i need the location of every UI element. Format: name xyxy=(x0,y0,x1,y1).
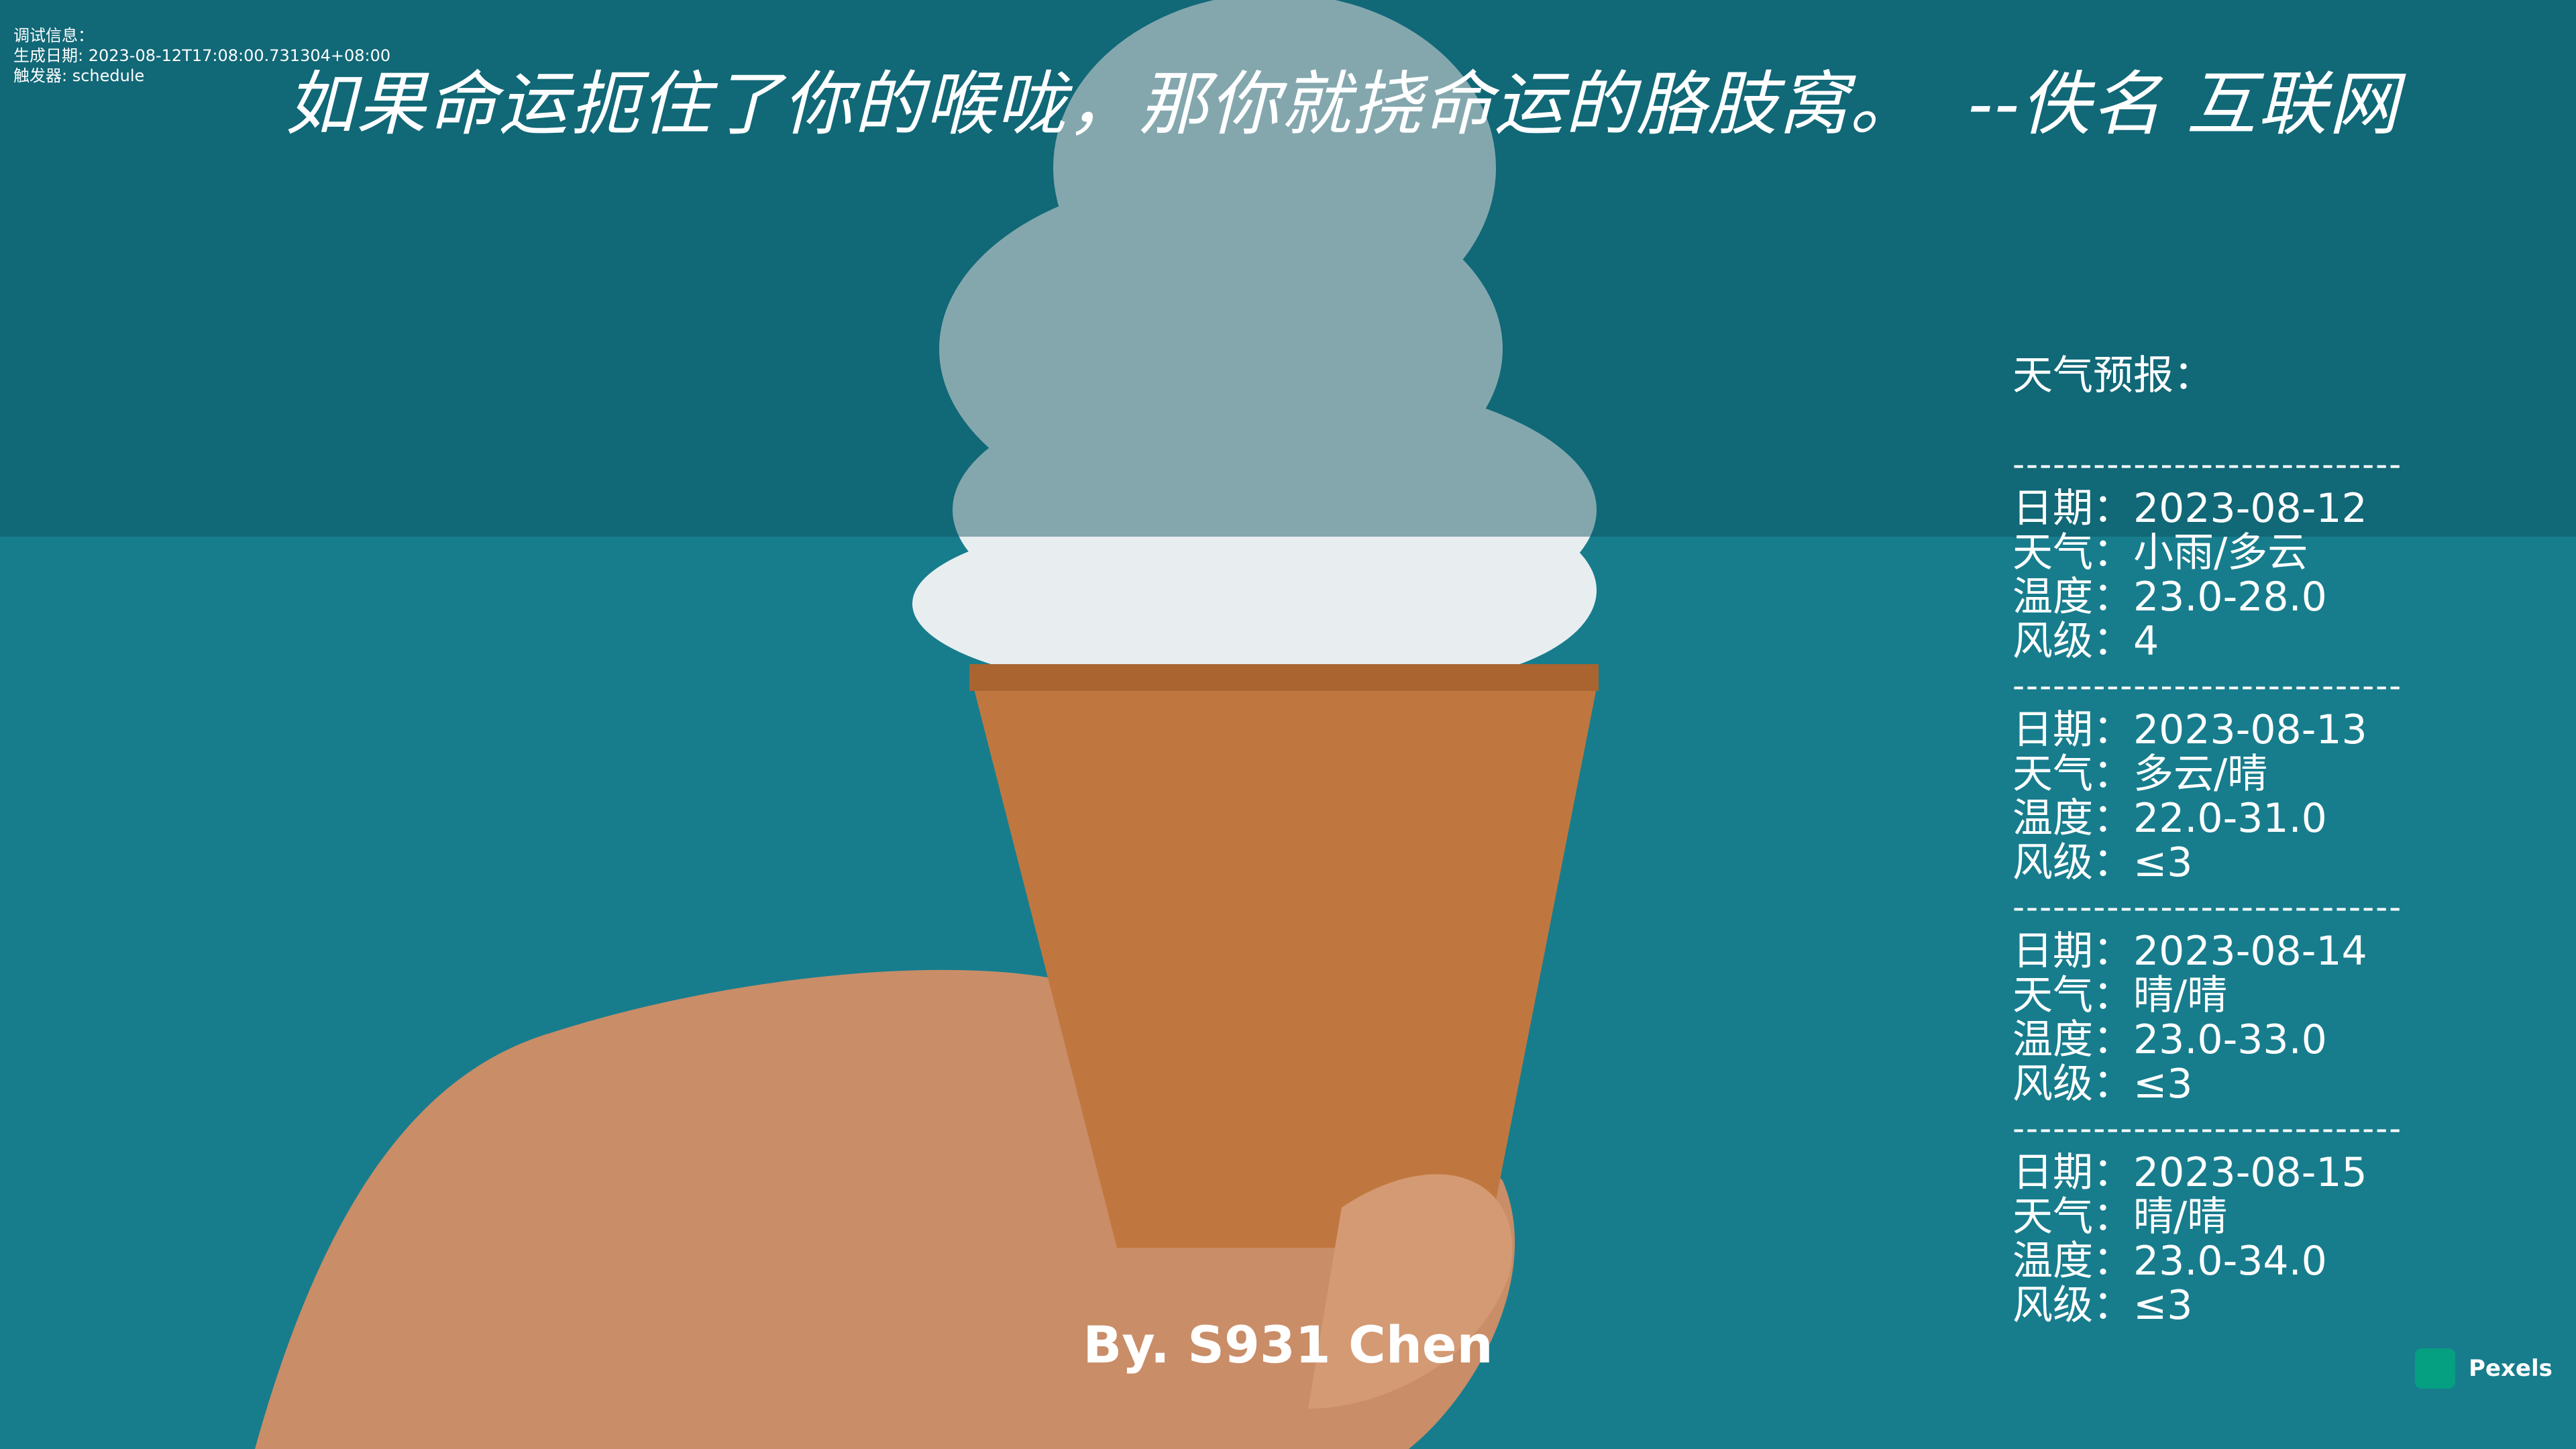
weather-line: 日期：2023-08-15 xyxy=(2012,1149,2367,1196)
weather-forecast: 天气预报： ----------------------------- 日期：20… xyxy=(2012,265,2402,1328)
cone xyxy=(969,671,1599,1248)
thumb xyxy=(1308,1174,1513,1409)
weather-line: 风级：≤3 xyxy=(2012,839,2193,886)
weather-title: 天气预报： xyxy=(2012,352,2214,399)
weather-line: 日期：2023-08-14 xyxy=(2012,928,2367,975)
weather-line: 风级：≤3 xyxy=(2012,1282,2193,1329)
weather-line: 天气：小雨/多云 xyxy=(2012,529,2308,576)
weather-line: 日期：2023-08-13 xyxy=(2012,706,2367,753)
weather-line: 温度：22.0-31.0 xyxy=(2012,795,2327,842)
hand xyxy=(255,969,1515,1449)
top-band xyxy=(0,0,2576,537)
credit: By. S931 Chen xyxy=(1083,1315,1493,1375)
separator: ----------------------------- xyxy=(2012,445,2403,484)
weather-line: 风级：≤3 xyxy=(2012,1061,2193,1108)
weather-line: 温度：23.0-33.0 xyxy=(2012,1016,2327,1063)
separator: ----------------------------- xyxy=(2012,666,2403,705)
watermark[interactable]: Pexels xyxy=(2415,1348,2553,1389)
debug-line: 调试信息： xyxy=(13,26,94,45)
cloud xyxy=(912,0,1597,691)
pexels-logo xyxy=(2415,1348,2455,1389)
watermark-text: Pexels xyxy=(2469,1355,2553,1382)
weather-line: 天气：多云/晴 xyxy=(2012,751,2268,798)
separator: ----------------------------- xyxy=(2012,888,2403,926)
weather-line: 天气：晴/晴 xyxy=(2012,972,2228,1019)
debug-info: 调试信息： 生成日期: 2023-08-12T17:08:00.731304+0… xyxy=(13,25,390,86)
weather-line: 风级：4 xyxy=(2012,618,2159,665)
debug-line: 触发器: schedule xyxy=(13,66,145,85)
weather-line: 温度：23.0-28.0 xyxy=(2012,574,2327,621)
debug-line: 生成日期: 2023-08-12T17:08:00.731304+08:00 xyxy=(13,46,391,65)
quote: 如果命运扼住了你的喉咙，那你就挠命运的胳肢窝。 --佚名 互联网 xyxy=(285,63,2400,145)
cone-rim xyxy=(969,664,1599,691)
weather-line: 日期：2023-08-12 xyxy=(2012,485,2367,532)
weather-line: 温度：23.0-34.0 xyxy=(2012,1238,2327,1285)
separator: ----------------------------- xyxy=(2012,1109,2403,1148)
weather-line: 天气：晴/晴 xyxy=(2012,1193,2228,1240)
